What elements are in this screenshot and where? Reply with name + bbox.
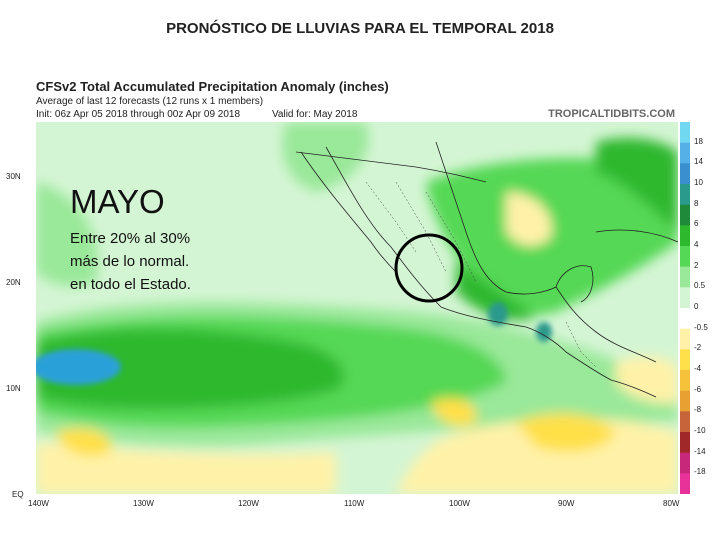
annotation-line-1: Entre 20% al 30% <box>70 230 191 247</box>
lat-label-20n: 20N <box>6 278 21 287</box>
state-border-c <box>425 191 477 283</box>
lon-label-140w: 140W <box>28 499 49 508</box>
wet-core-pacific <box>36 349 121 385</box>
coastline-mainland <box>325 146 657 398</box>
colorbar-swatch <box>680 266 690 288</box>
colorbar-swatch <box>680 142 690 164</box>
colorbar-label: 0.5 <box>694 281 706 291</box>
colorbar-swatch <box>680 473 690 494</box>
coastline-yucatan <box>555 265 594 303</box>
lat-label-30n: 30N <box>6 172 21 181</box>
coastline-baja <box>300 151 397 273</box>
us-border <box>295 151 487 183</box>
colorbar-label: 14 <box>694 157 703 167</box>
anomaly-zone-caribbean <box>596 137 678 232</box>
anomaly-zone-west <box>36 182 98 287</box>
colorbar-label: -8 <box>694 405 702 415</box>
colorbar-swatch <box>680 246 690 268</box>
colorbar-label: -4 <box>694 364 702 373</box>
colorbar-swatch <box>680 349 690 371</box>
colorbar-label: 8 <box>694 198 699 208</box>
highlight-circle <box>394 233 464 303</box>
precipitation-anomaly-map <box>36 122 678 494</box>
colorbar-label: -14 <box>694 446 706 456</box>
coastline-gulf <box>435 141 657 363</box>
colorbar-swatch <box>680 452 690 474</box>
colorbar-swatch <box>680 390 690 412</box>
lon-label-130w: 130W <box>133 499 154 508</box>
anomaly-zone-mexico-core <box>456 262 536 321</box>
anomaly-zone-north <box>282 122 369 192</box>
lat-label-10n: 10N <box>6 384 21 393</box>
lon-label-80w: 80W <box>663 499 680 508</box>
lat-label-eq: EQ <box>12 490 24 499</box>
map-valid-date: Valid for: May 2018 <box>272 109 358 120</box>
wet-core-gulf <box>488 302 508 326</box>
map-subtitle: Average of last 12 forecasts (12 runs x … <box>36 96 264 107</box>
dry-zone-gulf-mexico <box>506 192 552 247</box>
colorbar-label: -2 <box>694 343 702 353</box>
annotation-line-2: más de lo normal. <box>70 253 190 270</box>
colorbar-swatch <box>680 411 690 433</box>
colorbar-label: -10 <box>694 426 706 435</box>
colorbar-label: 4 <box>694 240 699 249</box>
colorbar-label: 2 <box>694 260 699 270</box>
colorbar-swatch <box>680 328 690 350</box>
lon-label-120w: 120W <box>238 499 259 508</box>
map-title: CFSv2 Total Accumulated Precipitation An… <box>36 79 389 94</box>
dry-zone-equator <box>36 442 336 494</box>
colorbar-swatch <box>680 225 690 247</box>
dry-zone-pacific-core <box>516 413 616 452</box>
annotation-line-3: en todo el Estado. <box>70 276 191 293</box>
coastline-cuba <box>595 229 678 243</box>
colorbar-label: 18 <box>694 136 703 146</box>
colorbar-swatch <box>680 370 690 392</box>
colorbar-swatch <box>680 308 690 330</box>
anomaly-zone-strong <box>36 328 344 409</box>
colorbar-label: -6 <box>694 384 702 394</box>
lon-label-90w: 90W <box>558 499 575 508</box>
dry-zone-spot-a <box>431 398 477 426</box>
lon-label-110w: 110W <box>344 499 365 508</box>
map-init-range: Init: 06z Apr 05 2018 through 00z Apr 09… <box>36 109 241 120</box>
colorbar-swatch <box>680 184 690 206</box>
colorbar-swatch <box>680 122 690 144</box>
state-border-d <box>565 321 597 368</box>
source-credit: TROPICALTIDBITS.COM <box>548 108 675 120</box>
colorbar-swatch <box>680 163 690 185</box>
anomaly-zone-mexico <box>426 158 678 315</box>
colorbar-label: 0 <box>694 302 699 311</box>
state-border-a <box>365 181 417 253</box>
slide-title: PRONÓSTICO DE LLUVIAS PARA EL TEMPORAL 2… <box>166 20 554 37</box>
colorbar-label: -0.5 <box>694 322 708 332</box>
state-border-b <box>395 181 447 273</box>
month-label: MAYO <box>70 183 165 220</box>
dry-zone-caribbean <box>616 356 678 404</box>
colorbar-label: 6 <box>694 219 699 229</box>
colorbar-swatch <box>680 287 690 309</box>
colorbar-swatch <box>680 204 690 226</box>
dry-zone-spot-b <box>56 428 112 456</box>
lon-label-100w: 100W <box>449 499 470 508</box>
colorbar <box>680 122 690 494</box>
colorbar-swatch <box>680 432 690 454</box>
colorbar-label: -18 <box>694 467 706 477</box>
colorbar-label: 10 <box>694 178 703 187</box>
